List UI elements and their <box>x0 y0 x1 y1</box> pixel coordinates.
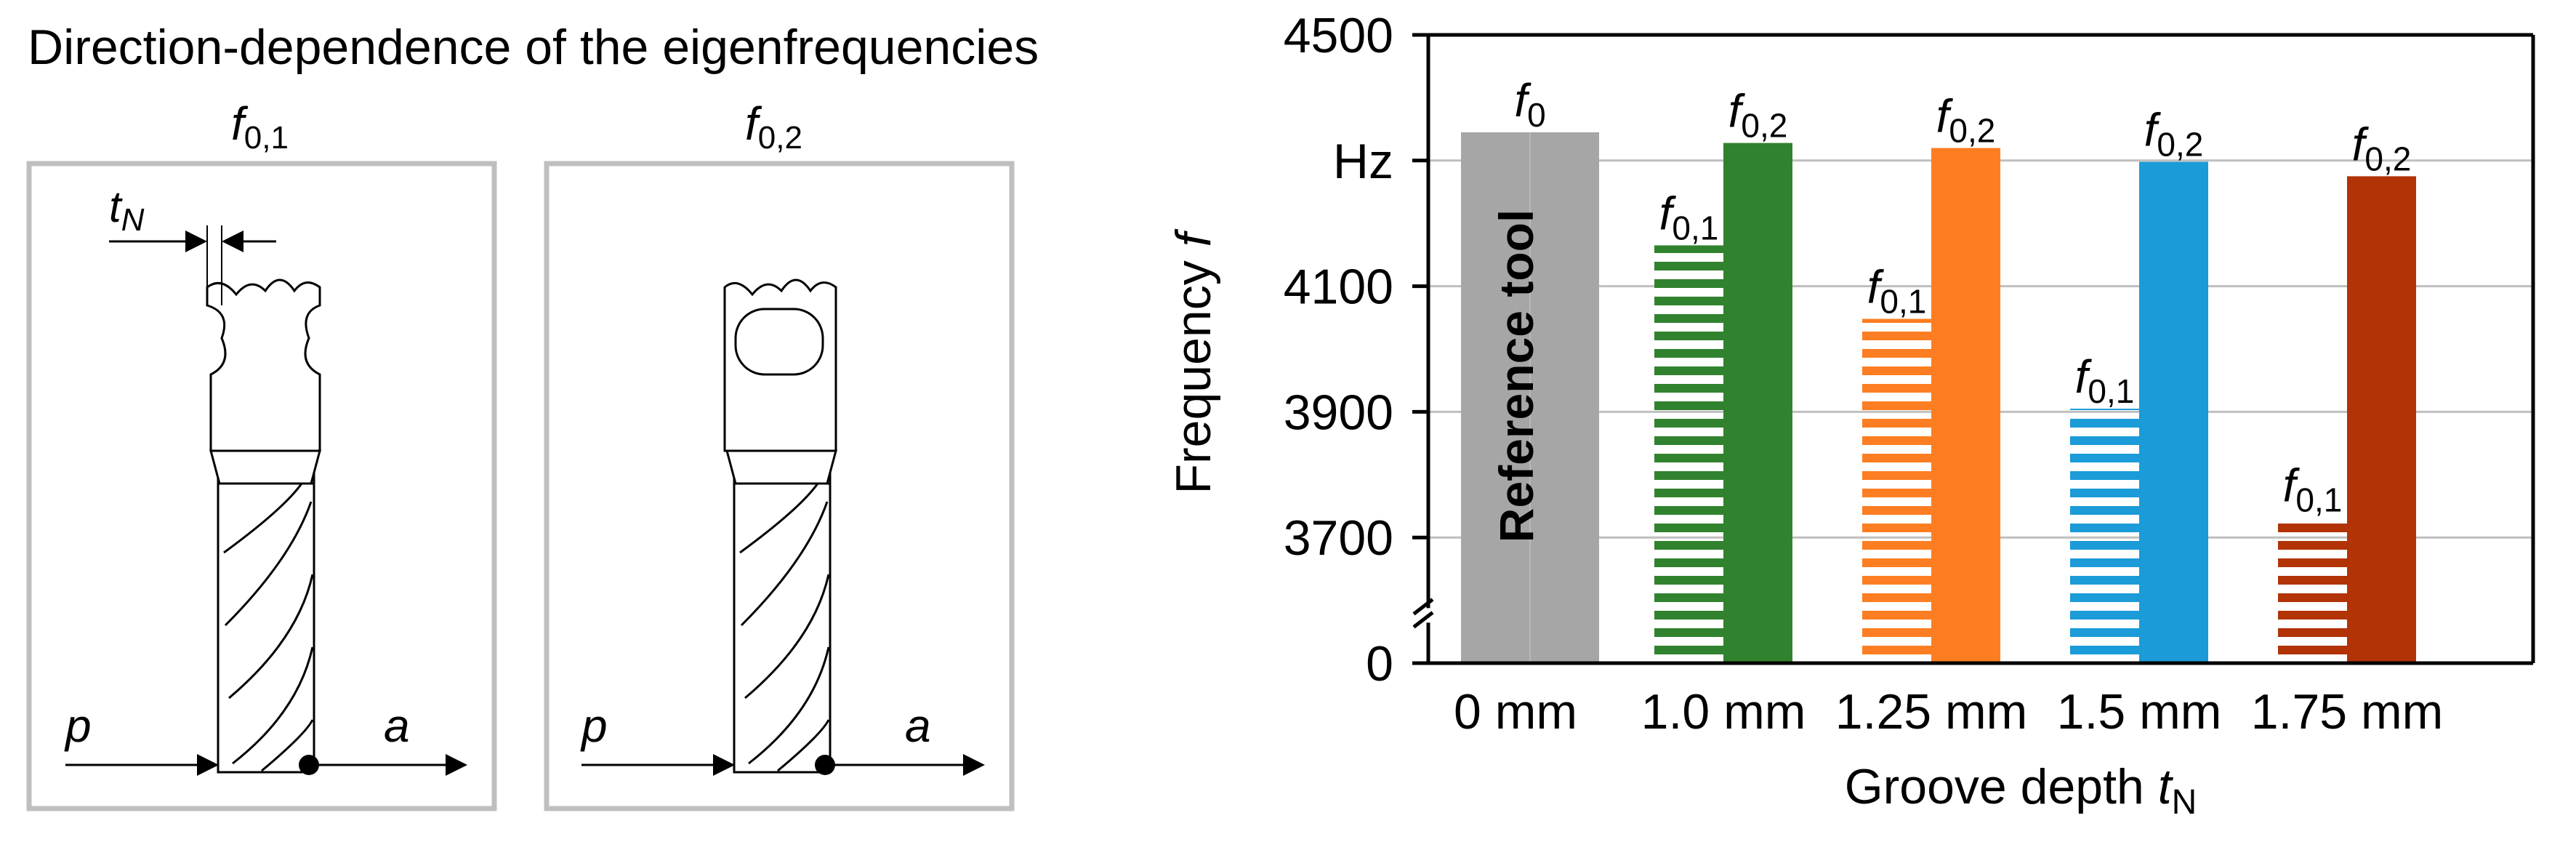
left-panel-title: Direction-dependence of the eigenfrequen… <box>28 20 1039 75</box>
diagram-f01-frame <box>26 161 497 811</box>
bar <box>1862 318 1931 663</box>
x-tick-label: 1.25 mm <box>1835 684 2028 739</box>
bar-label: f0,1 <box>1659 187 1719 246</box>
diagram-f02-a-label: a <box>905 699 931 752</box>
x-axis-title: Groove depth tN <box>1845 759 2197 822</box>
bar <box>1723 143 1792 663</box>
bar-label: f0,2 <box>2144 104 2204 164</box>
y-axis-title: Frequency f <box>1166 228 1221 494</box>
diagram-f01-a-label: a <box>384 699 410 752</box>
groove-depth-label: tN <box>109 183 145 238</box>
x-tick-label: 0 mm <box>1454 684 1577 739</box>
y-tick-label: 0 <box>1366 636 1393 691</box>
bar-label: f0,1 <box>2283 460 2343 519</box>
bar-label: f0,1 <box>2075 350 2135 410</box>
reference-tool-label: Reference tool <box>1489 209 1543 542</box>
axis-break-mark <box>1412 611 1434 629</box>
tool-diagrams: f0,1 tN p a f0,2 <box>26 97 1015 811</box>
bar <box>2139 161 2208 663</box>
y-tick-label: Hz <box>1333 134 1393 189</box>
bar-label: f0 <box>1514 74 1545 134</box>
diagram-f02: f0,2 p a <box>544 97 1015 811</box>
bar <box>2347 176 2416 663</box>
diagram-f02-p-label: p <box>580 699 608 752</box>
x-tick-labels: 0 mm 1.0 mm 1.25 mm 1.5 mm 1.75 mm <box>1454 684 2443 739</box>
diagram-f01-label: f0,1 <box>231 97 289 156</box>
axis-break-gap <box>1415 608 1441 623</box>
y-tick-label: 3900 <box>1284 385 1393 440</box>
bar-label: f0,2 <box>2352 118 2412 177</box>
bar <box>1461 132 1599 664</box>
bar <box>2278 517 2347 663</box>
y-tick-label: 4500 <box>1284 8 1393 63</box>
chart-axes <box>1412 33 2535 665</box>
x-tick-label: 1.0 mm <box>1641 684 1806 739</box>
bar-label: f0,2 <box>1728 85 1788 145</box>
diagram-f02-label: f0,2 <box>745 97 802 156</box>
chart-gridlines <box>1428 159 2533 539</box>
chart-bars <box>1461 132 2416 664</box>
diagram-f01: f0,1 tN p a <box>26 97 497 811</box>
bar-label: f0,2 <box>1936 90 1996 150</box>
bar-label: f0,1 <box>1867 261 1927 321</box>
y-tick-labels: 4500 Hz 4100 3900 3700 0 <box>1284 8 1393 691</box>
diagram-f01-p-label: p <box>64 699 92 752</box>
diagram-f02-frame <box>544 161 1015 811</box>
x-tick-label: 1.75 mm <box>2251 684 2444 739</box>
y-tick-label: 4100 <box>1284 260 1393 315</box>
axis-break-mark <box>1412 598 1434 616</box>
bar <box>1654 245 1723 663</box>
end-mill-grooved <box>206 278 321 774</box>
y-tick-label: 3700 <box>1284 510 1393 566</box>
end-mill-side-view <box>723 278 837 774</box>
diagram-f01-pivot <box>299 755 319 775</box>
bar <box>2070 409 2139 663</box>
x-tick-label: 1.5 mm <box>2057 684 2222 739</box>
bar <box>1931 148 2000 663</box>
diagram-f02-pivot <box>815 755 835 775</box>
